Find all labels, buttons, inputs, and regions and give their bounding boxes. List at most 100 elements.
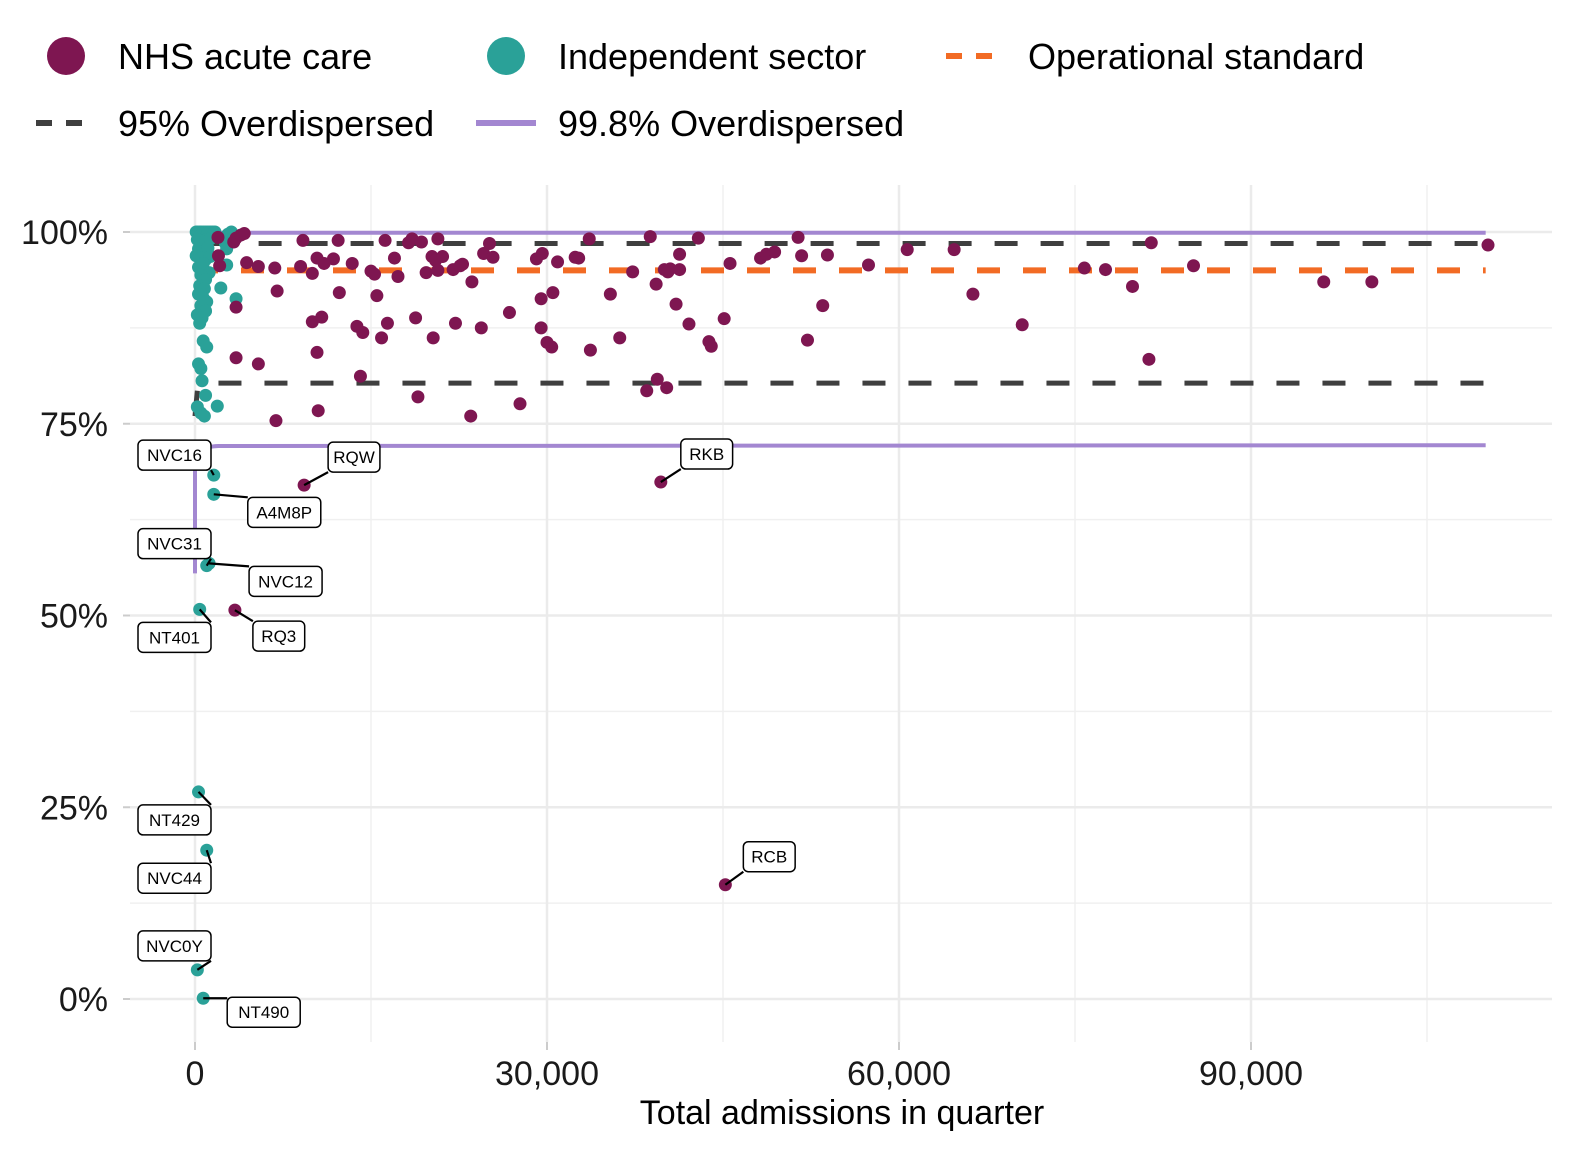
nhs-point (691, 231, 705, 245)
nhs-point (213, 259, 227, 273)
nhs-point (419, 266, 433, 280)
nhs-point (663, 262, 677, 276)
point-label: RCB (724, 840, 796, 886)
nhs-point (966, 287, 980, 301)
label-connector (660, 468, 682, 483)
y-tick-label: 100% (21, 214, 108, 252)
nhs-point (650, 372, 664, 386)
point-label: NT401 (137, 608, 212, 654)
nhs-point (1365, 275, 1379, 289)
legend-label-95-overdispersed: 95% Overdispersed (118, 103, 434, 144)
data-points (189, 225, 1495, 1005)
nhs-point (1099, 263, 1113, 277)
label-text: NT401 (149, 628, 200, 647)
legend-label-operational-standard: Operational standard (1028, 36, 1364, 77)
nhs-point (613, 331, 627, 345)
point-label: NVC12 (208, 562, 323, 598)
legend-item-95-overdispersed: 95% Overdispersed (36, 103, 434, 144)
nhs-point (546, 286, 560, 300)
independent-point (199, 388, 213, 402)
nhs-point (368, 267, 382, 281)
nhs-point (305, 266, 319, 280)
nhs-point (673, 247, 687, 261)
independent-point (200, 340, 214, 354)
nhs-point (800, 333, 814, 347)
x-axis-title: Total admissions in quarter (640, 1094, 1044, 1132)
label-connector (213, 493, 248, 499)
label-box (137, 804, 212, 836)
nhs-point (768, 245, 782, 259)
point-label: NT490 (203, 996, 301, 1028)
nhs-point (1144, 236, 1158, 250)
nhs-point (409, 311, 423, 325)
label-box (226, 996, 301, 1028)
nhs-point (704, 339, 718, 353)
nhs-point (240, 256, 254, 270)
nhs-point (251, 260, 265, 274)
nhs-point (310, 345, 324, 359)
nhs-point (436, 250, 450, 264)
nhs-point (294, 260, 308, 274)
label-box (252, 620, 306, 652)
nhs-point (456, 257, 470, 271)
label-box (327, 441, 381, 473)
label-text: A4M8P (256, 503, 312, 522)
independent-point (193, 316, 207, 330)
nhs-point (535, 246, 549, 260)
nhs-point (545, 340, 559, 354)
label-connector (724, 870, 744, 886)
label-text: NVC12 (258, 572, 313, 591)
point-label: NVC31 (137, 527, 212, 567)
nhs-point (229, 300, 243, 314)
label-box (137, 862, 212, 894)
reference-lines (192, 230, 1486, 574)
nhs-point (311, 404, 325, 418)
nhs-point (900, 243, 914, 257)
nhs-point (464, 409, 478, 423)
nhs-point (1481, 238, 1495, 252)
nhs-point (411, 390, 425, 404)
label-connector (210, 469, 215, 476)
nhs-point (387, 251, 401, 265)
nhs-point (378, 233, 392, 247)
label-box (742, 840, 796, 873)
label-text: RKB (689, 445, 724, 464)
nhs-point (269, 414, 283, 428)
nhs-point (356, 325, 370, 339)
label-connector (303, 471, 329, 487)
point-label: RQW (303, 441, 381, 487)
nhs-point (861, 258, 875, 272)
label-text: NVC31 (147, 535, 202, 554)
label-box (680, 438, 734, 470)
label-text: NVC44 (147, 869, 202, 888)
independent-point (194, 362, 208, 376)
nhs-point (582, 232, 596, 246)
point-label: A4M8P (213, 493, 322, 529)
independent-point (195, 374, 209, 388)
legend: NHS acute care Independent sector Operat… (36, 36, 1364, 144)
nhs-point (370, 289, 384, 303)
nhs-point (315, 310, 329, 324)
legend-item-operational-standard: Operational standard (946, 36, 1364, 77)
label-box (248, 565, 323, 598)
x-tick-label: 30,000 (495, 1055, 599, 1093)
label-box (247, 496, 322, 529)
label-text: NT490 (238, 1003, 289, 1022)
grid (130, 185, 1552, 1042)
nhs-point (603, 287, 617, 301)
nhs-point (1187, 259, 1201, 273)
nhs-point (268, 261, 282, 275)
point-label: RKB (660, 438, 734, 483)
label-text: RQ3 (261, 627, 296, 646)
label-text: RQW (333, 448, 375, 467)
label-box (137, 527, 212, 560)
label-connector (234, 609, 254, 623)
nhs-point (414, 235, 428, 249)
independent-point (196, 256, 210, 270)
nhs-point (251, 357, 265, 371)
nhs-point (353, 369, 367, 383)
label-box (137, 930, 212, 962)
legend-key-nhs (47, 37, 85, 75)
nhs-point (448, 316, 462, 330)
nhs-point (1077, 261, 1091, 275)
